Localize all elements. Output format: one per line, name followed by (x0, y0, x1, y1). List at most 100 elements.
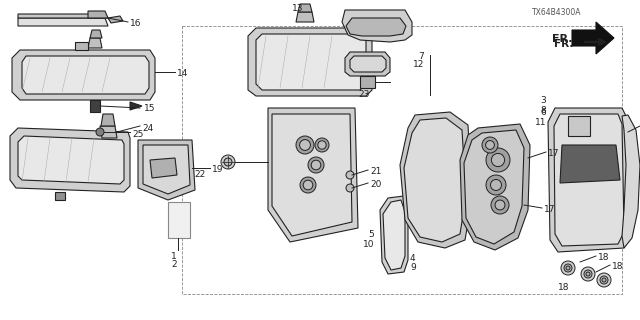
Ellipse shape (566, 266, 570, 270)
Polygon shape (460, 124, 530, 250)
Polygon shape (90, 100, 100, 112)
Polygon shape (350, 56, 386, 72)
Ellipse shape (346, 171, 354, 179)
Text: 17: 17 (548, 149, 559, 158)
Ellipse shape (586, 272, 590, 276)
Ellipse shape (564, 264, 572, 272)
Polygon shape (256, 34, 366, 90)
Ellipse shape (482, 137, 498, 153)
Ellipse shape (221, 155, 235, 169)
Polygon shape (248, 28, 372, 96)
Polygon shape (380, 196, 408, 274)
Polygon shape (272, 114, 352, 236)
Polygon shape (400, 112, 472, 248)
Text: 15: 15 (144, 104, 156, 113)
Polygon shape (88, 11, 108, 18)
Polygon shape (560, 145, 620, 183)
Ellipse shape (296, 136, 314, 154)
Polygon shape (404, 118, 466, 242)
Ellipse shape (561, 261, 575, 275)
Text: 24: 24 (142, 124, 153, 133)
Text: 4: 4 (410, 254, 415, 263)
Text: 2: 2 (171, 260, 177, 269)
Polygon shape (568, 116, 590, 136)
Text: 10: 10 (362, 240, 374, 249)
Text: 18: 18 (598, 253, 609, 262)
Text: 13: 13 (292, 4, 303, 13)
Polygon shape (100, 126, 117, 138)
Polygon shape (548, 108, 630, 252)
Polygon shape (143, 145, 190, 194)
Text: FR.: FR. (554, 39, 573, 49)
Text: 19: 19 (212, 165, 223, 174)
Text: 1: 1 (171, 252, 177, 261)
Ellipse shape (300, 177, 316, 193)
Ellipse shape (492, 153, 504, 167)
Text: FR.: FR. (552, 34, 573, 44)
Polygon shape (18, 14, 108, 18)
Text: 11: 11 (534, 118, 546, 127)
Ellipse shape (96, 128, 104, 136)
Text: 3: 3 (540, 96, 546, 105)
Polygon shape (360, 76, 375, 88)
Polygon shape (168, 202, 190, 238)
Ellipse shape (490, 180, 502, 190)
Ellipse shape (346, 184, 354, 192)
Ellipse shape (581, 267, 595, 281)
Polygon shape (18, 136, 124, 184)
Polygon shape (345, 52, 390, 76)
Text: 25: 25 (132, 130, 143, 139)
Text: 20: 20 (370, 180, 381, 189)
Text: 6: 6 (540, 108, 546, 117)
Polygon shape (12, 50, 155, 100)
Text: 17: 17 (544, 205, 556, 214)
Polygon shape (18, 18, 108, 26)
Polygon shape (383, 200, 405, 270)
Ellipse shape (486, 175, 506, 195)
Polygon shape (464, 130, 524, 244)
Ellipse shape (300, 140, 310, 150)
Polygon shape (108, 16, 123, 23)
Text: 7: 7 (419, 52, 424, 61)
Text: 23: 23 (358, 90, 369, 99)
Text: 14: 14 (177, 69, 188, 78)
Polygon shape (22, 56, 149, 94)
Text: TX64B4300A: TX64B4300A (532, 8, 582, 17)
Polygon shape (298, 4, 312, 12)
Polygon shape (10, 128, 130, 192)
Ellipse shape (486, 148, 510, 172)
Text: 18: 18 (558, 283, 570, 292)
Polygon shape (296, 12, 314, 22)
Text: 5: 5 (368, 230, 374, 239)
Polygon shape (75, 42, 88, 50)
Ellipse shape (315, 138, 329, 152)
Ellipse shape (584, 270, 592, 278)
Ellipse shape (491, 196, 509, 214)
Ellipse shape (602, 278, 606, 282)
Ellipse shape (303, 180, 313, 190)
Polygon shape (150, 158, 177, 178)
Polygon shape (346, 18, 406, 36)
Polygon shape (572, 22, 614, 54)
Polygon shape (88, 38, 102, 48)
Polygon shape (554, 114, 624, 246)
Polygon shape (622, 115, 640, 248)
Ellipse shape (486, 140, 495, 149)
Text: 16: 16 (130, 19, 141, 28)
Text: 18: 18 (612, 262, 623, 271)
Polygon shape (101, 114, 115, 126)
Polygon shape (130, 102, 142, 110)
Text: 8: 8 (540, 106, 546, 115)
Text: 22: 22 (195, 170, 205, 179)
Polygon shape (342, 10, 412, 42)
Polygon shape (55, 192, 65, 200)
Ellipse shape (224, 158, 232, 166)
Polygon shape (268, 108, 358, 242)
Text: 21: 21 (370, 167, 381, 176)
Polygon shape (90, 30, 102, 38)
Ellipse shape (600, 276, 608, 284)
Ellipse shape (597, 273, 611, 287)
Text: 12: 12 (413, 60, 424, 69)
Ellipse shape (308, 157, 324, 173)
Polygon shape (138, 140, 195, 200)
